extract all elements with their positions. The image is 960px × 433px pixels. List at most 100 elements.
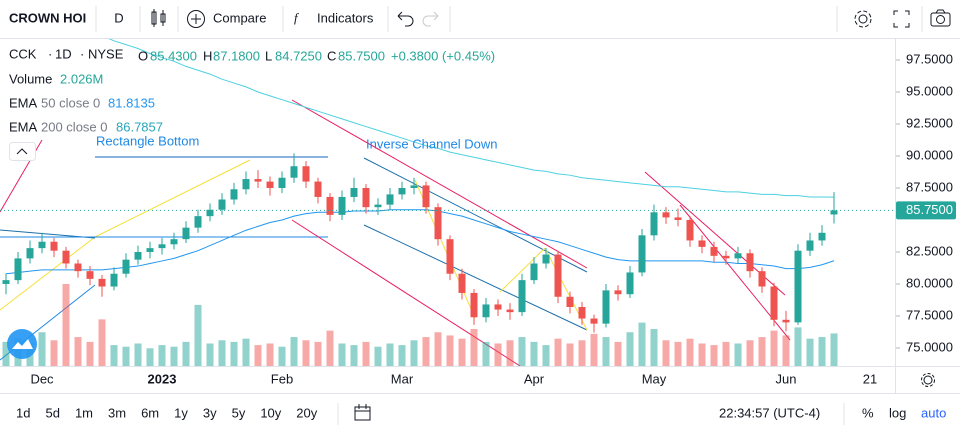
volume-bar [470,329,478,366]
candle-body [506,309,514,313]
volume-bar [434,332,442,366]
candle-body [2,280,10,284]
volume-bar [566,343,574,366]
legend-h: H [203,48,212,63]
percent-toggle[interactable]: % [862,405,874,420]
candle-body [746,253,754,272]
drawings [0,99,791,366]
drawing-label: Inverse Channel Down [366,136,498,151]
collapse-icon [16,148,28,155]
log-toggle[interactable]: log [889,405,906,420]
candle-body [494,304,502,310]
volume-bar [362,341,370,366]
undo-icon[interactable] [397,11,414,27]
volume-bar [734,343,742,366]
ema-params: 50 close 0 [41,95,100,110]
range-button[interactable]: 5d [45,405,59,420]
volume-bar [818,337,826,366]
symbol[interactable]: CROWN HOI [9,10,86,25]
range-button[interactable]: 3m [108,405,126,420]
legend-low: 84.7250 [275,48,322,63]
volume-bar [266,343,274,366]
redo-icon[interactable] [422,11,439,27]
collapse-legend-button[interactable] [9,142,36,161]
range-button[interactable]: 10y [260,405,281,420]
snapshot-icon[interactable] [930,9,951,27]
compare-button[interactable]: Compare [213,10,266,25]
candle-body [458,273,466,293]
candle-body [74,263,82,272]
volume-bar [386,343,394,366]
candle-body [434,207,442,240]
candle-body [62,250,70,264]
candle-body [806,240,814,251]
time-axis-settings[interactable] [921,373,935,387]
volume-bar [398,345,406,366]
candle-body [110,273,118,287]
indicators-button[interactable]: Indicators [317,10,374,25]
candle-body [770,286,778,320]
indicators-icon[interactable]: f [294,10,300,25]
volume-bar [674,341,682,366]
range-button[interactable]: 3y [203,405,217,420]
logo[interactable] [7,329,37,359]
volume-bar [170,346,178,366]
range-button[interactable]: 20y [296,405,317,420]
volume-bar [590,333,598,366]
range-button[interactable]: 1y [174,405,188,420]
volume-bar [722,341,730,366]
ema-name: EMA [9,95,38,110]
volume-bar [626,332,634,366]
y-tick-label: 90.0000 [906,147,953,162]
volume-bar [662,340,670,366]
last-price-label: 85.7500 [906,202,953,217]
fullscreen-icon[interactable] [893,10,910,28]
legend-l: L [265,48,272,63]
volume-bar [554,338,562,366]
volume-bar [806,338,814,366]
legend-interval: 1D [55,46,72,61]
chart-type-icon[interactable] [151,9,166,27]
x-tick-label: 2023 [148,371,177,386]
y-tick-label: 77.5000 [906,307,953,322]
range-button[interactable]: 1d [16,405,30,420]
volume-bar [278,346,286,366]
volume-bar [698,343,706,366]
x-tick-label: May [642,371,667,386]
range-button[interactable]: 6m [141,405,159,420]
range-button[interactable]: 1m [75,405,93,420]
auto-toggle[interactable]: auto [921,405,946,420]
candle-body [470,292,478,318]
candle-body [518,280,526,313]
candle-body [122,259,130,274]
legend-close: 85.7500 [338,48,385,63]
compare-icon[interactable] [187,10,205,28]
candle-body [170,239,178,245]
candle-body [602,290,610,324]
legend: CCK · 1D · NYSE O 85.4300 H 87.1800 L 84… [9,46,495,161]
range-button[interactable]: 5y [232,405,246,420]
candle-body [614,290,622,295]
candle-body [242,179,250,190]
candle-body [254,179,262,182]
candle-body [290,166,298,178]
candle-body [566,296,574,308]
volume-bar [122,346,130,366]
interval[interactable]: D [114,10,123,25]
volume-value: 2.026M [60,71,103,86]
candle-body [710,246,718,256]
candle-body [542,254,550,264]
separator: · [48,46,52,61]
ema-value: 81.8135 [108,95,155,110]
volume-bar [182,341,190,366]
candle-body [818,232,826,241]
candle-body [638,235,646,273]
date-range-icon[interactable] [354,404,371,421]
settings-icon[interactable] [854,10,872,28]
volume-bar [602,337,610,366]
legend-change: +0.3800 (+0.45%) [391,48,495,63]
candle-body [302,166,310,182]
separator: · [80,46,84,61]
volume-bar [746,340,754,366]
